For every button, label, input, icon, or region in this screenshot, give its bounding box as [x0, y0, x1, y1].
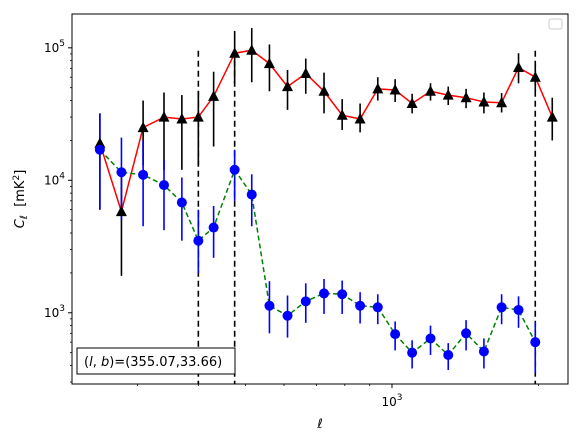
series-1-point	[390, 329, 401, 340]
series-0-point	[246, 44, 258, 55]
series-0-point	[442, 89, 454, 100]
y-tick-label: 103	[44, 304, 65, 320]
x-tick-label: 103	[381, 393, 402, 409]
series-0-point	[460, 91, 472, 103]
series-0-point	[208, 90, 220, 101]
series-1-point	[94, 144, 105, 155]
series-1-point	[513, 304, 524, 315]
axis-ticks: 103 104 105 103	[44, 39, 539, 409]
series-0-point	[94, 137, 106, 148]
series-0-point	[372, 82, 384, 94]
series-0-point	[478, 96, 490, 107]
series-1-point	[282, 310, 293, 321]
series-markers	[94, 44, 558, 361]
series-1-point	[138, 169, 149, 180]
series-0-point	[546, 111, 558, 122]
series-1-point	[116, 167, 127, 178]
series-0-point	[263, 57, 275, 69]
series-0-point	[158, 111, 170, 122]
x-axis-label: ℓ	[316, 417, 322, 432]
series-1-point	[319, 288, 330, 299]
series-0-point	[529, 71, 541, 82]
y-tick-label: 104	[44, 171, 65, 187]
series-0-point	[229, 47, 241, 58]
series-1-point	[208, 222, 219, 233]
series-1-point	[193, 235, 204, 246]
series-0-point	[137, 121, 149, 133]
series-1-point	[176, 197, 187, 208]
series-1-point	[246, 189, 257, 200]
series-1-point	[407, 347, 418, 358]
legend-box	[548, 18, 563, 30]
series-1-point	[443, 350, 454, 361]
series-0-point	[318, 85, 330, 96]
series-0-point	[389, 84, 401, 95]
series-0-point	[496, 96, 508, 108]
series-0-point	[115, 205, 127, 217]
series-1-point	[300, 296, 311, 307]
series-1-point	[372, 302, 383, 313]
series-0-point	[406, 97, 418, 108]
series-1-point	[229, 164, 240, 175]
annotation-box: (l, b)=(355.07,33.66)	[76, 347, 236, 375]
series-0-point	[282, 80, 293, 92]
series-1-point	[355, 300, 366, 311]
series-1-point	[158, 180, 169, 191]
series-0-point	[513, 61, 524, 72]
annotation-text: (l, b)=(355.07,33.66)	[84, 355, 222, 370]
y-tick-label: 105	[44, 39, 65, 55]
series-1-point	[478, 346, 489, 357]
y-axis-label: Cℓ [mK2]	[12, 170, 30, 229]
series-0-point	[192, 111, 204, 122]
series-0-point	[300, 67, 312, 78]
series-0-point	[354, 113, 366, 124]
series-1-point	[264, 300, 275, 311]
series-0-point	[336, 109, 348, 120]
series-1-point	[530, 337, 541, 348]
series-0-point	[425, 85, 436, 96]
plot-frame	[71, 13, 569, 385]
series-1-point	[496, 302, 507, 313]
series-0-point	[176, 113, 188, 124]
series-1-point	[461, 328, 472, 339]
series-1-point	[337, 289, 348, 300]
series-1-point	[425, 333, 436, 344]
